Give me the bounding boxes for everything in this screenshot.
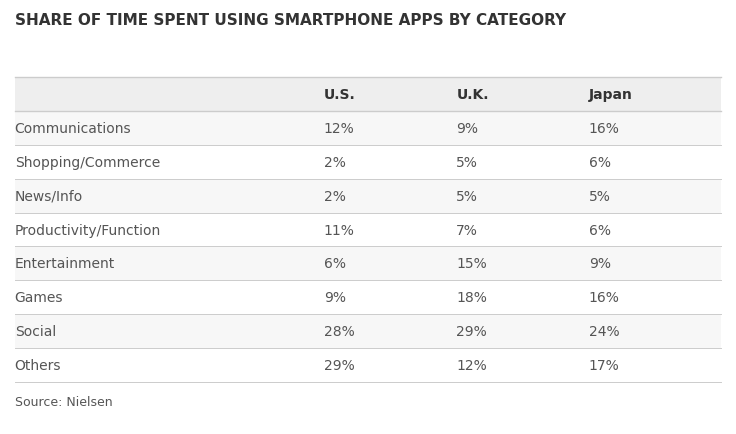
Text: Source: Nielsen: Source: Nielsen	[15, 395, 113, 408]
Text: News/Info: News/Info	[15, 189, 83, 203]
Text: 2%: 2%	[324, 155, 346, 170]
FancyBboxPatch shape	[15, 213, 721, 247]
FancyBboxPatch shape	[15, 281, 721, 314]
Text: 6%: 6%	[589, 155, 611, 170]
Text: 2%: 2%	[324, 189, 346, 203]
FancyBboxPatch shape	[15, 179, 721, 213]
Text: 5%: 5%	[456, 189, 478, 203]
FancyBboxPatch shape	[15, 247, 721, 281]
Text: 18%: 18%	[456, 290, 487, 305]
Text: 24%: 24%	[589, 324, 620, 338]
Text: U.K.: U.K.	[456, 88, 489, 102]
Text: 28%: 28%	[324, 324, 355, 338]
Text: 6%: 6%	[589, 223, 611, 237]
Text: Others: Others	[15, 358, 61, 372]
FancyBboxPatch shape	[15, 112, 721, 146]
Text: 15%: 15%	[456, 257, 487, 271]
Text: 5%: 5%	[589, 189, 611, 203]
Text: 29%: 29%	[456, 324, 487, 338]
Text: Social: Social	[15, 324, 56, 338]
FancyBboxPatch shape	[15, 348, 721, 382]
Text: 9%: 9%	[456, 122, 478, 136]
Text: 6%: 6%	[324, 257, 346, 271]
Text: Games: Games	[15, 290, 63, 305]
Text: 12%: 12%	[324, 122, 355, 136]
Text: 29%: 29%	[324, 358, 355, 372]
Text: 16%: 16%	[589, 122, 620, 136]
FancyBboxPatch shape	[15, 314, 721, 348]
Text: 17%: 17%	[589, 358, 620, 372]
Text: SHARE OF TIME SPENT USING SMARTPHONE APPS BY CATEGORY: SHARE OF TIME SPENT USING SMARTPHONE APP…	[15, 13, 566, 28]
Text: 16%: 16%	[589, 290, 620, 305]
Text: 9%: 9%	[324, 290, 346, 305]
FancyBboxPatch shape	[15, 78, 721, 112]
Text: Entertainment: Entertainment	[15, 257, 115, 271]
Text: 5%: 5%	[456, 155, 478, 170]
Text: Japan: Japan	[589, 88, 633, 102]
Text: 11%: 11%	[324, 223, 355, 237]
FancyBboxPatch shape	[15, 146, 721, 179]
Text: Communications: Communications	[15, 122, 131, 136]
Text: 9%: 9%	[589, 257, 611, 271]
Text: Productivity/Function: Productivity/Function	[15, 223, 161, 237]
Text: 7%: 7%	[456, 223, 478, 237]
Text: Shopping/Commerce: Shopping/Commerce	[15, 155, 160, 170]
Text: U.S.: U.S.	[324, 88, 355, 102]
Text: 12%: 12%	[456, 358, 487, 372]
